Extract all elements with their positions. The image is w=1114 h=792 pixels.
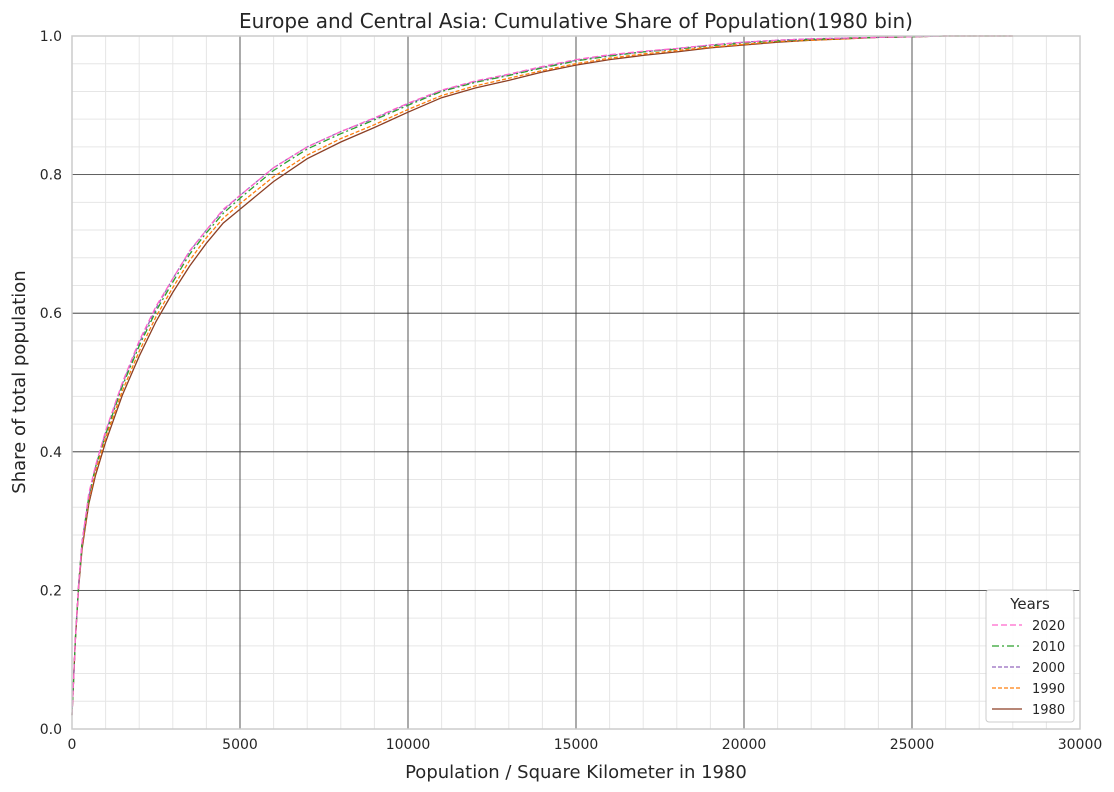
y-tick-label: 0.0 bbox=[40, 722, 62, 738]
legend: Years 2020 2010 2000 1990 1980 bbox=[985, 589, 1075, 723]
x-tick-label: 0 bbox=[68, 737, 77, 753]
legend-label-1980: 1980 bbox=[1032, 703, 1065, 718]
x-tick-label: 20000 bbox=[722, 737, 767, 753]
plot-frame bbox=[71, 35, 1081, 730]
x-tick-label: 10000 bbox=[386, 737, 431, 753]
x-tick-label: 5000 bbox=[222, 737, 258, 753]
chart-title: Europe and Central Asia: Cumulative Shar… bbox=[239, 9, 913, 33]
series-layer bbox=[71, 35, 1013, 716]
legend-box bbox=[985, 589, 1075, 723]
legend-label-1990: 1990 bbox=[1032, 682, 1065, 697]
y-tick-labels: 0.0 0.2 0.4 0.6 0.8 1.0 bbox=[40, 29, 62, 738]
y-tick-label: 0.4 bbox=[40, 445, 62, 461]
y-tick-label: 1.0 bbox=[40, 29, 62, 45]
legend-label-2020: 2020 bbox=[1032, 619, 1065, 634]
major-grid bbox=[72, 36, 1080, 729]
x-tick-label: 15000 bbox=[554, 737, 599, 753]
legend-label-2010: 2010 bbox=[1032, 640, 1065, 655]
legend-entries: 2020 2010 2000 1990 1980 bbox=[992, 619, 1065, 718]
series-line-1980 bbox=[71, 35, 1013, 716]
legend-title: Years bbox=[1009, 595, 1050, 613]
legend-label-2000: 2000 bbox=[1032, 661, 1065, 676]
x-tick-labels: 0 5000 10000 15000 20000 25000 30000 bbox=[68, 737, 1103, 753]
x-axis-label: Population / Square Kilometer in 1980 bbox=[405, 762, 747, 783]
series-line-2010 bbox=[71, 35, 1013, 716]
y-tick-label: 0.6 bbox=[40, 306, 62, 322]
x-tick-label: 25000 bbox=[890, 737, 935, 753]
y-tick-label: 0.8 bbox=[40, 168, 62, 184]
series-line-2000 bbox=[71, 35, 1013, 716]
y-axis-label: Share of total population bbox=[9, 270, 30, 493]
y-tick-label: 0.2 bbox=[40, 583, 62, 599]
x-tick-label: 30000 bbox=[1058, 737, 1103, 753]
